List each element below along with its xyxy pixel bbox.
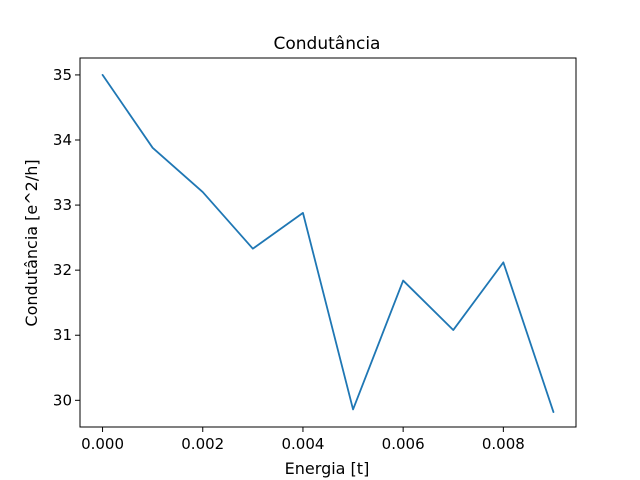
y-tick-label: 33 — [53, 196, 72, 214]
y-tick-label: 34 — [53, 131, 72, 149]
x-tick-label: 0.002 — [181, 435, 224, 453]
plot-area — [79, 57, 577, 428]
y-tick-label: 32 — [53, 261, 72, 279]
y-axis-label: Condutância [e^2/h] — [22, 159, 41, 326]
y-tick-label: 30 — [53, 391, 72, 409]
x-tick-label: 0.006 — [382, 435, 425, 453]
plot-frame — [79, 57, 577, 428]
series-line-0 — [101, 74, 555, 413]
x-tick-label: 0.004 — [281, 435, 324, 453]
y-axis: 30 31 32 33 34 35 — [53, 66, 80, 409]
chart-title: Condutância — [274, 34, 381, 54]
x-tick-label: 0.008 — [482, 435, 525, 453]
x-axis-label: Energia [t] — [285, 459, 370, 478]
y-tick-label: 31 — [53, 326, 72, 344]
y-tick-label: 35 — [53, 66, 72, 84]
x-tick-label: 0.000 — [81, 435, 124, 453]
x-axis: 0.000 0.002 0.004 0.006 0.008 — [81, 427, 525, 453]
